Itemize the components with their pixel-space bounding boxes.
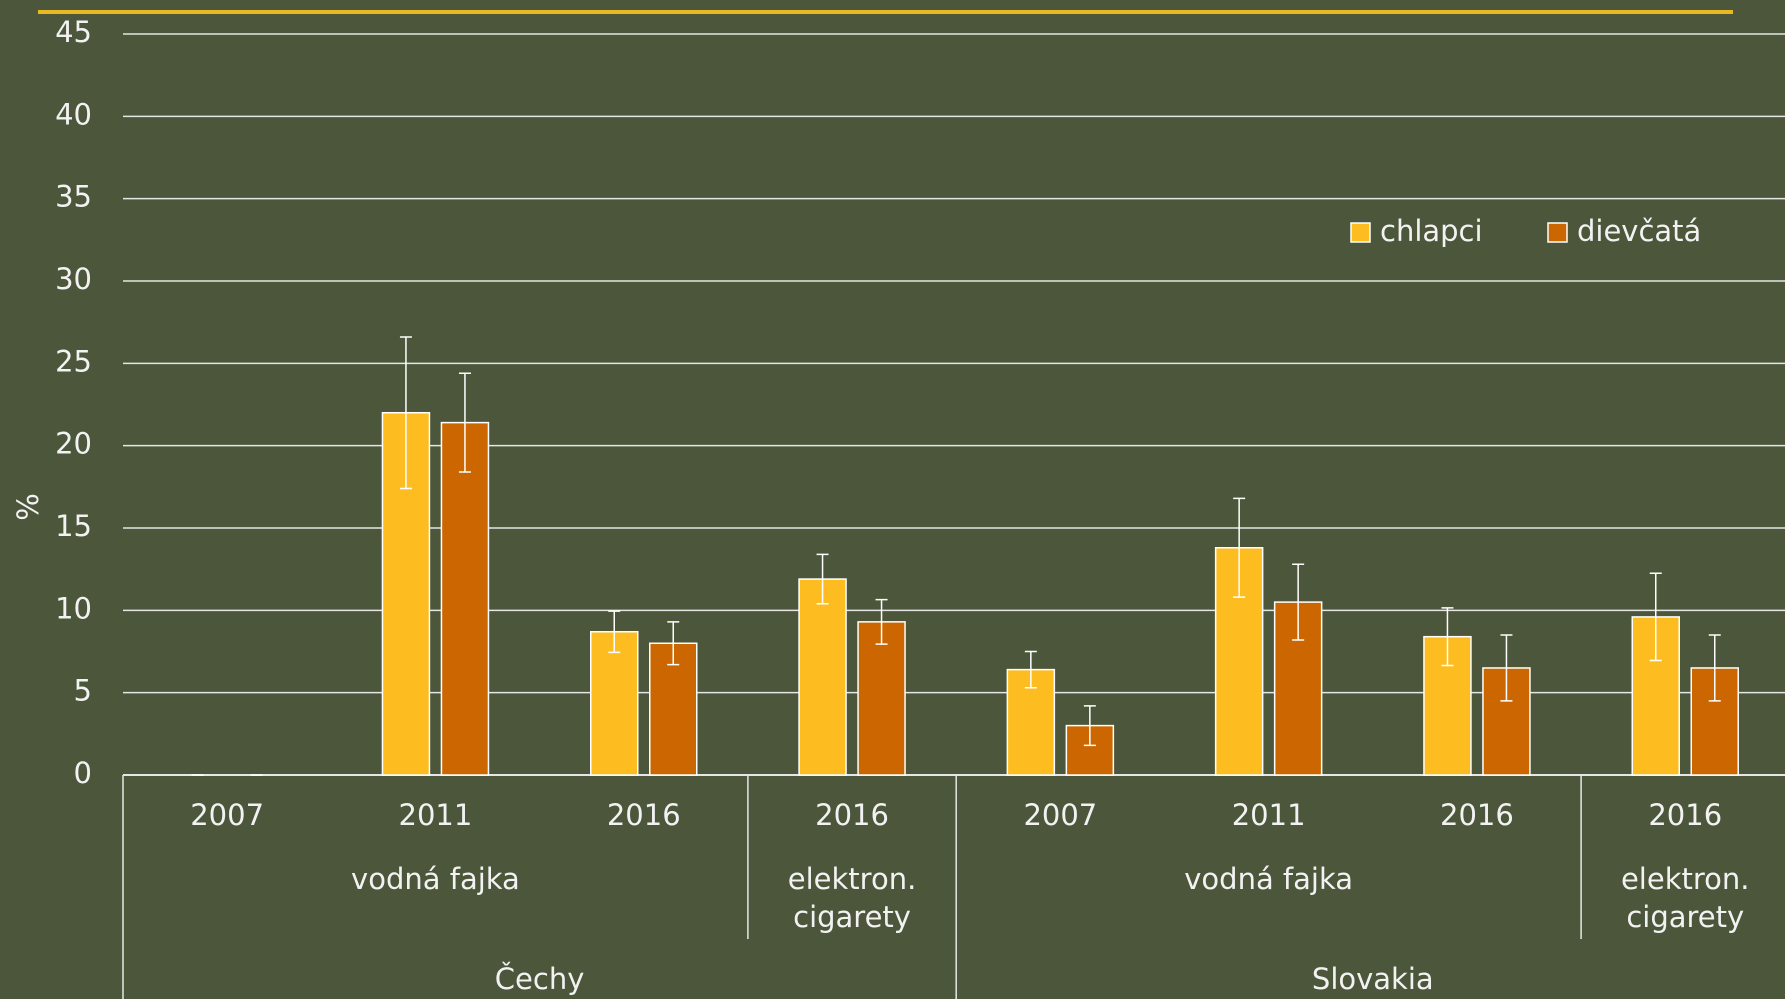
error-bar bbox=[667, 621, 680, 666]
country-label: Slovakia bbox=[1312, 962, 1434, 996]
y-tick-label: 5 bbox=[74, 674, 92, 708]
group-label: cigarety bbox=[793, 900, 911, 934]
error-bar bbox=[1708, 634, 1721, 702]
group-label: vodná fajka bbox=[1184, 862, 1353, 896]
x-tick-label: 2011 bbox=[1232, 798, 1306, 832]
country-label: Čechy bbox=[495, 962, 585, 996]
x-tick-label: 2016 bbox=[815, 798, 889, 832]
y-tick-label: 15 bbox=[55, 509, 92, 543]
legend-label: dievčatá bbox=[1577, 214, 1701, 248]
error-bar bbox=[1441, 607, 1454, 667]
y-tick-label: 45 bbox=[55, 15, 92, 49]
group-label: vodná fajka bbox=[351, 862, 520, 896]
error-bar bbox=[1292, 563, 1305, 641]
y-axis-label: % bbox=[11, 493, 45, 521]
x-tick-label: 2016 bbox=[1648, 798, 1722, 832]
error-bar bbox=[875, 598, 888, 645]
error-bar bbox=[1649, 572, 1662, 662]
error-bar bbox=[1233, 497, 1246, 598]
x-tick-label: 2011 bbox=[399, 798, 473, 832]
y-tick-label: 25 bbox=[55, 344, 92, 378]
legend-swatch bbox=[1350, 222, 1371, 243]
y-tick-label: 10 bbox=[55, 591, 92, 625]
error-bar bbox=[1083, 705, 1096, 747]
error-bar bbox=[399, 336, 412, 490]
y-tick-label: 35 bbox=[55, 180, 92, 214]
bar bbox=[440, 421, 490, 776]
bar bbox=[590, 630, 639, 776]
legend-label: chlapci bbox=[1380, 214, 1483, 248]
error-bar bbox=[816, 553, 829, 605]
legend-swatch bbox=[1547, 222, 1568, 243]
error-bar bbox=[1024, 650, 1037, 689]
y-tick-label: 0 bbox=[74, 756, 92, 790]
error-bar bbox=[1500, 634, 1513, 702]
x-tick-label: 2007 bbox=[1023, 798, 1097, 832]
bar bbox=[798, 578, 847, 776]
y-tick-label: 40 bbox=[55, 97, 92, 131]
error-bar bbox=[608, 610, 621, 654]
error-bar bbox=[458, 372, 471, 473]
y-tick-label: 30 bbox=[55, 262, 92, 296]
x-tick-label: 2007 bbox=[190, 798, 264, 832]
group-label: elektron. bbox=[788, 862, 917, 896]
bar bbox=[857, 621, 906, 776]
group-label: cigarety bbox=[1626, 900, 1744, 934]
group-label: elektron. bbox=[1621, 862, 1750, 896]
x-tick-label: 2016 bbox=[607, 798, 681, 832]
y-tick-label: 20 bbox=[55, 427, 92, 461]
x-tick-label: 2016 bbox=[1440, 798, 1514, 832]
